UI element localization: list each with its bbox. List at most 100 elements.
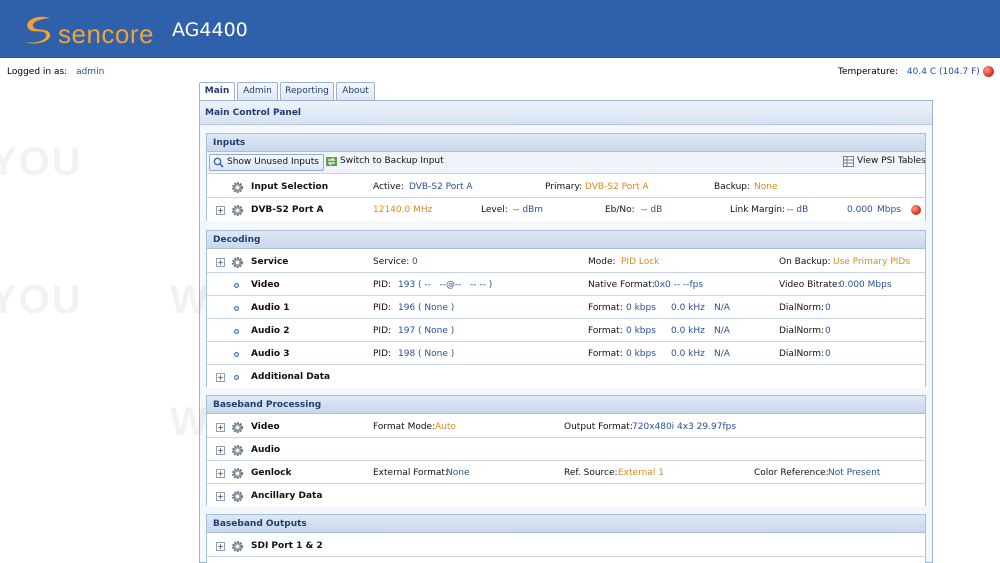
primary-label: Primary:: [545, 182, 583, 192]
decoding-section: Decoding + Service Service: 0 Mode: PID …: [206, 230, 926, 388]
tab-admin[interactable]: Admin: [237, 82, 278, 100]
expand-icon[interactable]: +: [216, 423, 225, 432]
backup-value[interactable]: None: [754, 182, 778, 192]
expand-icon[interactable]: +: [216, 469, 225, 478]
input-selection-row[interactable]: Input Selection Active: DVB-S2 Port A Pr…: [207, 176, 925, 198]
audio-kbps: 0 kbps: [626, 349, 656, 359]
genlock-row[interactable]: + Genlock External Format: None Ref. Sou…: [207, 462, 925, 484]
bullet-icon: [234, 306, 239, 311]
audio-2-row[interactable]: Audio 2 PID: 197 ( None ) Format: 0 kbps…: [207, 320, 925, 342]
dialnorm-value: 0: [825, 326, 831, 336]
temperature-alarm-icon: [983, 66, 994, 77]
magnifier-icon: [213, 157, 224, 168]
view-psi-tables-label: View PSI Tables: [857, 156, 926, 166]
gear-icon[interactable]: [231, 540, 244, 553]
gear-icon[interactable]: [231, 181, 244, 194]
mode-value[interactable]: PID Lock: [621, 257, 660, 267]
expand-icon[interactable]: +: [216, 258, 225, 267]
temperature-value: 40.4 C (104.7 F): [906, 67, 980, 77]
native-format-value: 0x0 -- --fps: [654, 280, 704, 290]
temperature-label: Temperature:: [838, 67, 899, 77]
audio-name: Audio 1: [251, 303, 290, 313]
expand-icon[interactable]: +: [216, 373, 225, 382]
bullet-icon: [234, 329, 239, 334]
audio-1-row[interactable]: Audio 1 PID: 196 ( None ) Format: 0 kbps…: [207, 297, 925, 319]
native-format-label: Native Format:: [588, 280, 655, 290]
audio-na: N/A: [714, 303, 730, 313]
bullet-icon: [234, 352, 239, 357]
port-name: DVB-S2 Port A: [251, 205, 324, 215]
expand-icon[interactable]: +: [216, 206, 225, 215]
additional-data-row[interactable]: + Additional Data: [207, 366, 925, 388]
backup-label: Backup:: [714, 182, 751, 192]
audio-pid-value: 198 ( None ): [398, 349, 455, 359]
inputs-section: Inputs Show Unused Inputs Switch to Back…: [206, 133, 926, 221]
panel-title: Main Control Panel: [200, 101, 932, 125]
tab-main[interactable]: Main: [199, 82, 235, 101]
ref-source-label: Ref. Source:: [564, 468, 618, 478]
tab-reporting[interactable]: Reporting: [280, 82, 334, 100]
show-unused-inputs-button[interactable]: Show Unused Inputs: [209, 154, 324, 171]
dialnorm-label: DialNorm:: [779, 326, 825, 336]
bitrate-unit: Mbps: [877, 205, 901, 215]
baseband-processing-section: Baseband Processing + Video Format Mode:…: [206, 395, 926, 507]
expand-icon[interactable]: +: [216, 542, 225, 551]
logo-swoosh-icon: [26, 16, 51, 44]
gear-icon[interactable]: [231, 421, 244, 434]
dialnorm-value: 0: [825, 349, 831, 359]
tab-about[interactable]: About: [336, 82, 375, 100]
service-row[interactable]: + Service Service: 0 Mode: PID Lock On B…: [207, 251, 925, 273]
sdi-port-row[interactable]: + SDI Port 1 & 2: [207, 535, 925, 557]
level-value: -- dBm: [513, 205, 544, 215]
audio-3-row[interactable]: Audio 3 PID: 198 ( None ) Format: 0 kbps…: [207, 343, 925, 365]
gear-icon[interactable]: [231, 256, 244, 269]
audio-name: Audio 3: [251, 349, 290, 359]
service-label: Service:: [373, 257, 410, 267]
pid-label: PID:: [373, 303, 392, 313]
format-label: Format:: [588, 303, 623, 313]
ancillary-data-name: Ancillary Data: [251, 491, 323, 501]
audio-kbps: 0 kbps: [626, 326, 656, 336]
expand-icon[interactable]: +: [216, 446, 225, 455]
output-format-label: Output Format:: [564, 422, 633, 432]
expand-icon[interactable]: +: [216, 492, 225, 501]
gear-icon[interactable]: [231, 444, 244, 457]
switch-backup-label: Switch to Backup Input: [340, 156, 444, 166]
audio-pid-value: 196 ( None ): [398, 303, 455, 313]
decoding-title: Decoding: [207, 231, 925, 249]
ancillary-data-row[interactable]: + Ancillary Data: [207, 485, 925, 507]
login-user[interactable]: admin: [76, 67, 105, 77]
audio-na: N/A: [714, 326, 730, 336]
video-bitrate-label: Video Bitrate:: [779, 280, 841, 290]
view-psi-tables-button[interactable]: View PSI Tables: [840, 154, 926, 171]
device-model: AG4400: [172, 19, 248, 41]
switch-backup-button[interactable]: Switch to Backup Input: [323, 154, 444, 171]
video-row[interactable]: Video PID: 193 ( -- --@-- -- -- ) Native…: [207, 274, 925, 296]
bp-video-row[interactable]: + Video Format Mode: Auto Output Format:…: [207, 416, 925, 438]
genlock-name: Genlock: [251, 468, 292, 478]
link-margin-label: Link Margin:: [730, 205, 786, 215]
ref-source-value[interactable]: External 1: [618, 468, 664, 478]
bp-audio-row[interactable]: + Audio: [207, 439, 925, 461]
dvb-s2-port-a-row[interactable]: + DVB-S2 Port A 12140.0 MHz Level: -- dB…: [207, 199, 925, 221]
gear-icon[interactable]: [231, 204, 244, 217]
gear-icon[interactable]: [231, 490, 244, 503]
bullet-icon: [234, 375, 239, 380]
inputs-title: Inputs: [207, 134, 925, 152]
pid-label: PID:: [373, 349, 392, 359]
on-backup-value[interactable]: Use Primary PIDs: [833, 257, 911, 267]
format-mode-value[interactable]: Auto: [435, 422, 456, 432]
bullet-icon: [234, 283, 239, 288]
show-unused-inputs-label: Show Unused Inputs: [227, 157, 319, 167]
primary-value[interactable]: DVB-S2 Port A: [585, 182, 649, 192]
gear-icon[interactable]: [231, 467, 244, 480]
baseband-outputs-section: Baseband Outputs + SDI Port 1 & 2: [206, 514, 926, 563]
dialnorm-value: 0: [825, 303, 831, 313]
color-reference-value: Not Present: [828, 468, 881, 478]
login-label: Logged in as:: [7, 67, 68, 77]
baseband-processing-title: Baseband Processing: [207, 396, 925, 414]
dialnorm-label: DialNorm:: [779, 303, 825, 313]
pid-label: PID:: [373, 326, 392, 336]
sencore-logo: sencore: [20, 12, 160, 49]
baseband-outputs-title: Baseband Outputs: [207, 515, 925, 533]
